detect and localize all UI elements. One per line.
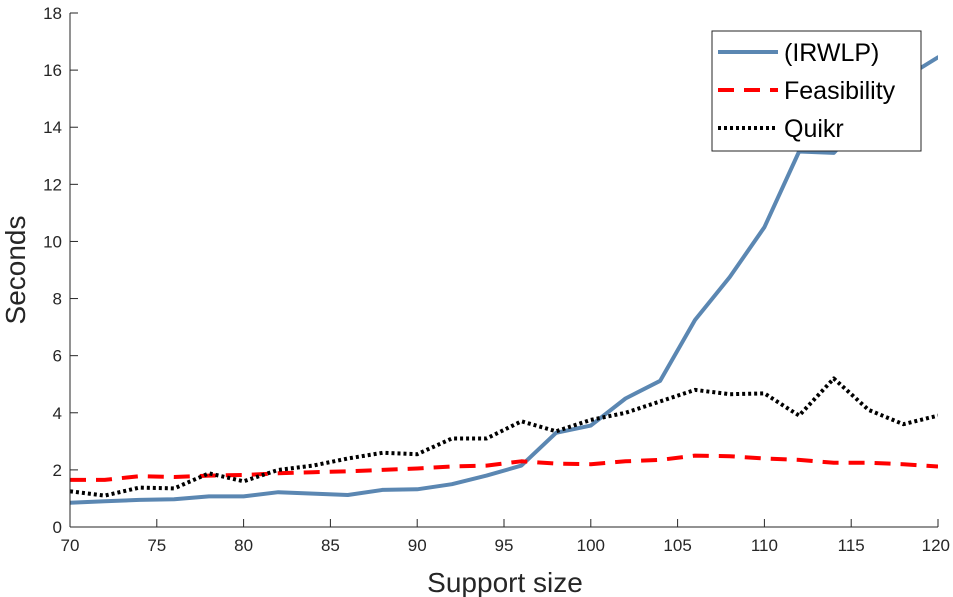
axes	[69, 12, 939, 528]
y-tick-label: 10	[43, 232, 62, 251]
y-tick-label: 12	[43, 175, 62, 194]
series-line-1	[70, 453, 938, 482]
x-tick-label: 120	[922, 536, 950, 555]
y-tick-label: 2	[53, 461, 62, 480]
x-tick-label: 75	[147, 536, 166, 555]
legend-label-1: Feasibility	[784, 77, 896, 105]
x-tick-label: 110	[751, 536, 778, 555]
y-tick-label: 18	[43, 4, 62, 23]
y-tick-label: 0	[53, 518, 62, 537]
y-tick-label: 16	[43, 61, 62, 80]
x-tick-label: 105	[663, 536, 691, 555]
legend-label-0: (IRWLP)	[784, 39, 879, 67]
tick-labels: 70 75 80 85 90 95 100 105 110 115 120 0 2 4 6 8 10 12 14 16…	[43, 4, 950, 555]
x-tick-label: 85	[321, 536, 340, 555]
series-lines	[70, 55, 938, 505]
x-tick-label: 70	[61, 536, 80, 555]
y-tick-label: 6	[53, 347, 62, 366]
x-tick-label: 80	[234, 536, 253, 555]
x-tick-label: 100	[577, 536, 605, 555]
y-tick-label: 14	[43, 118, 62, 137]
series-line-0	[70, 55, 938, 505]
x-axis-title: Support size	[427, 567, 583, 597]
x-tick-label: 90	[408, 536, 427, 555]
y-axis-title: Seconds	[0, 216, 31, 325]
series-line-2	[70, 376, 938, 498]
y-tick-label: 8	[53, 290, 62, 309]
legend-label-2: Quikr	[784, 115, 844, 143]
y-tick-label: 4	[53, 404, 62, 423]
legend: (IRWLP) Feasibility Quikr	[711, 30, 922, 152]
x-tick-label: 115	[838, 536, 865, 555]
x-tick-label: 95	[495, 536, 514, 555]
